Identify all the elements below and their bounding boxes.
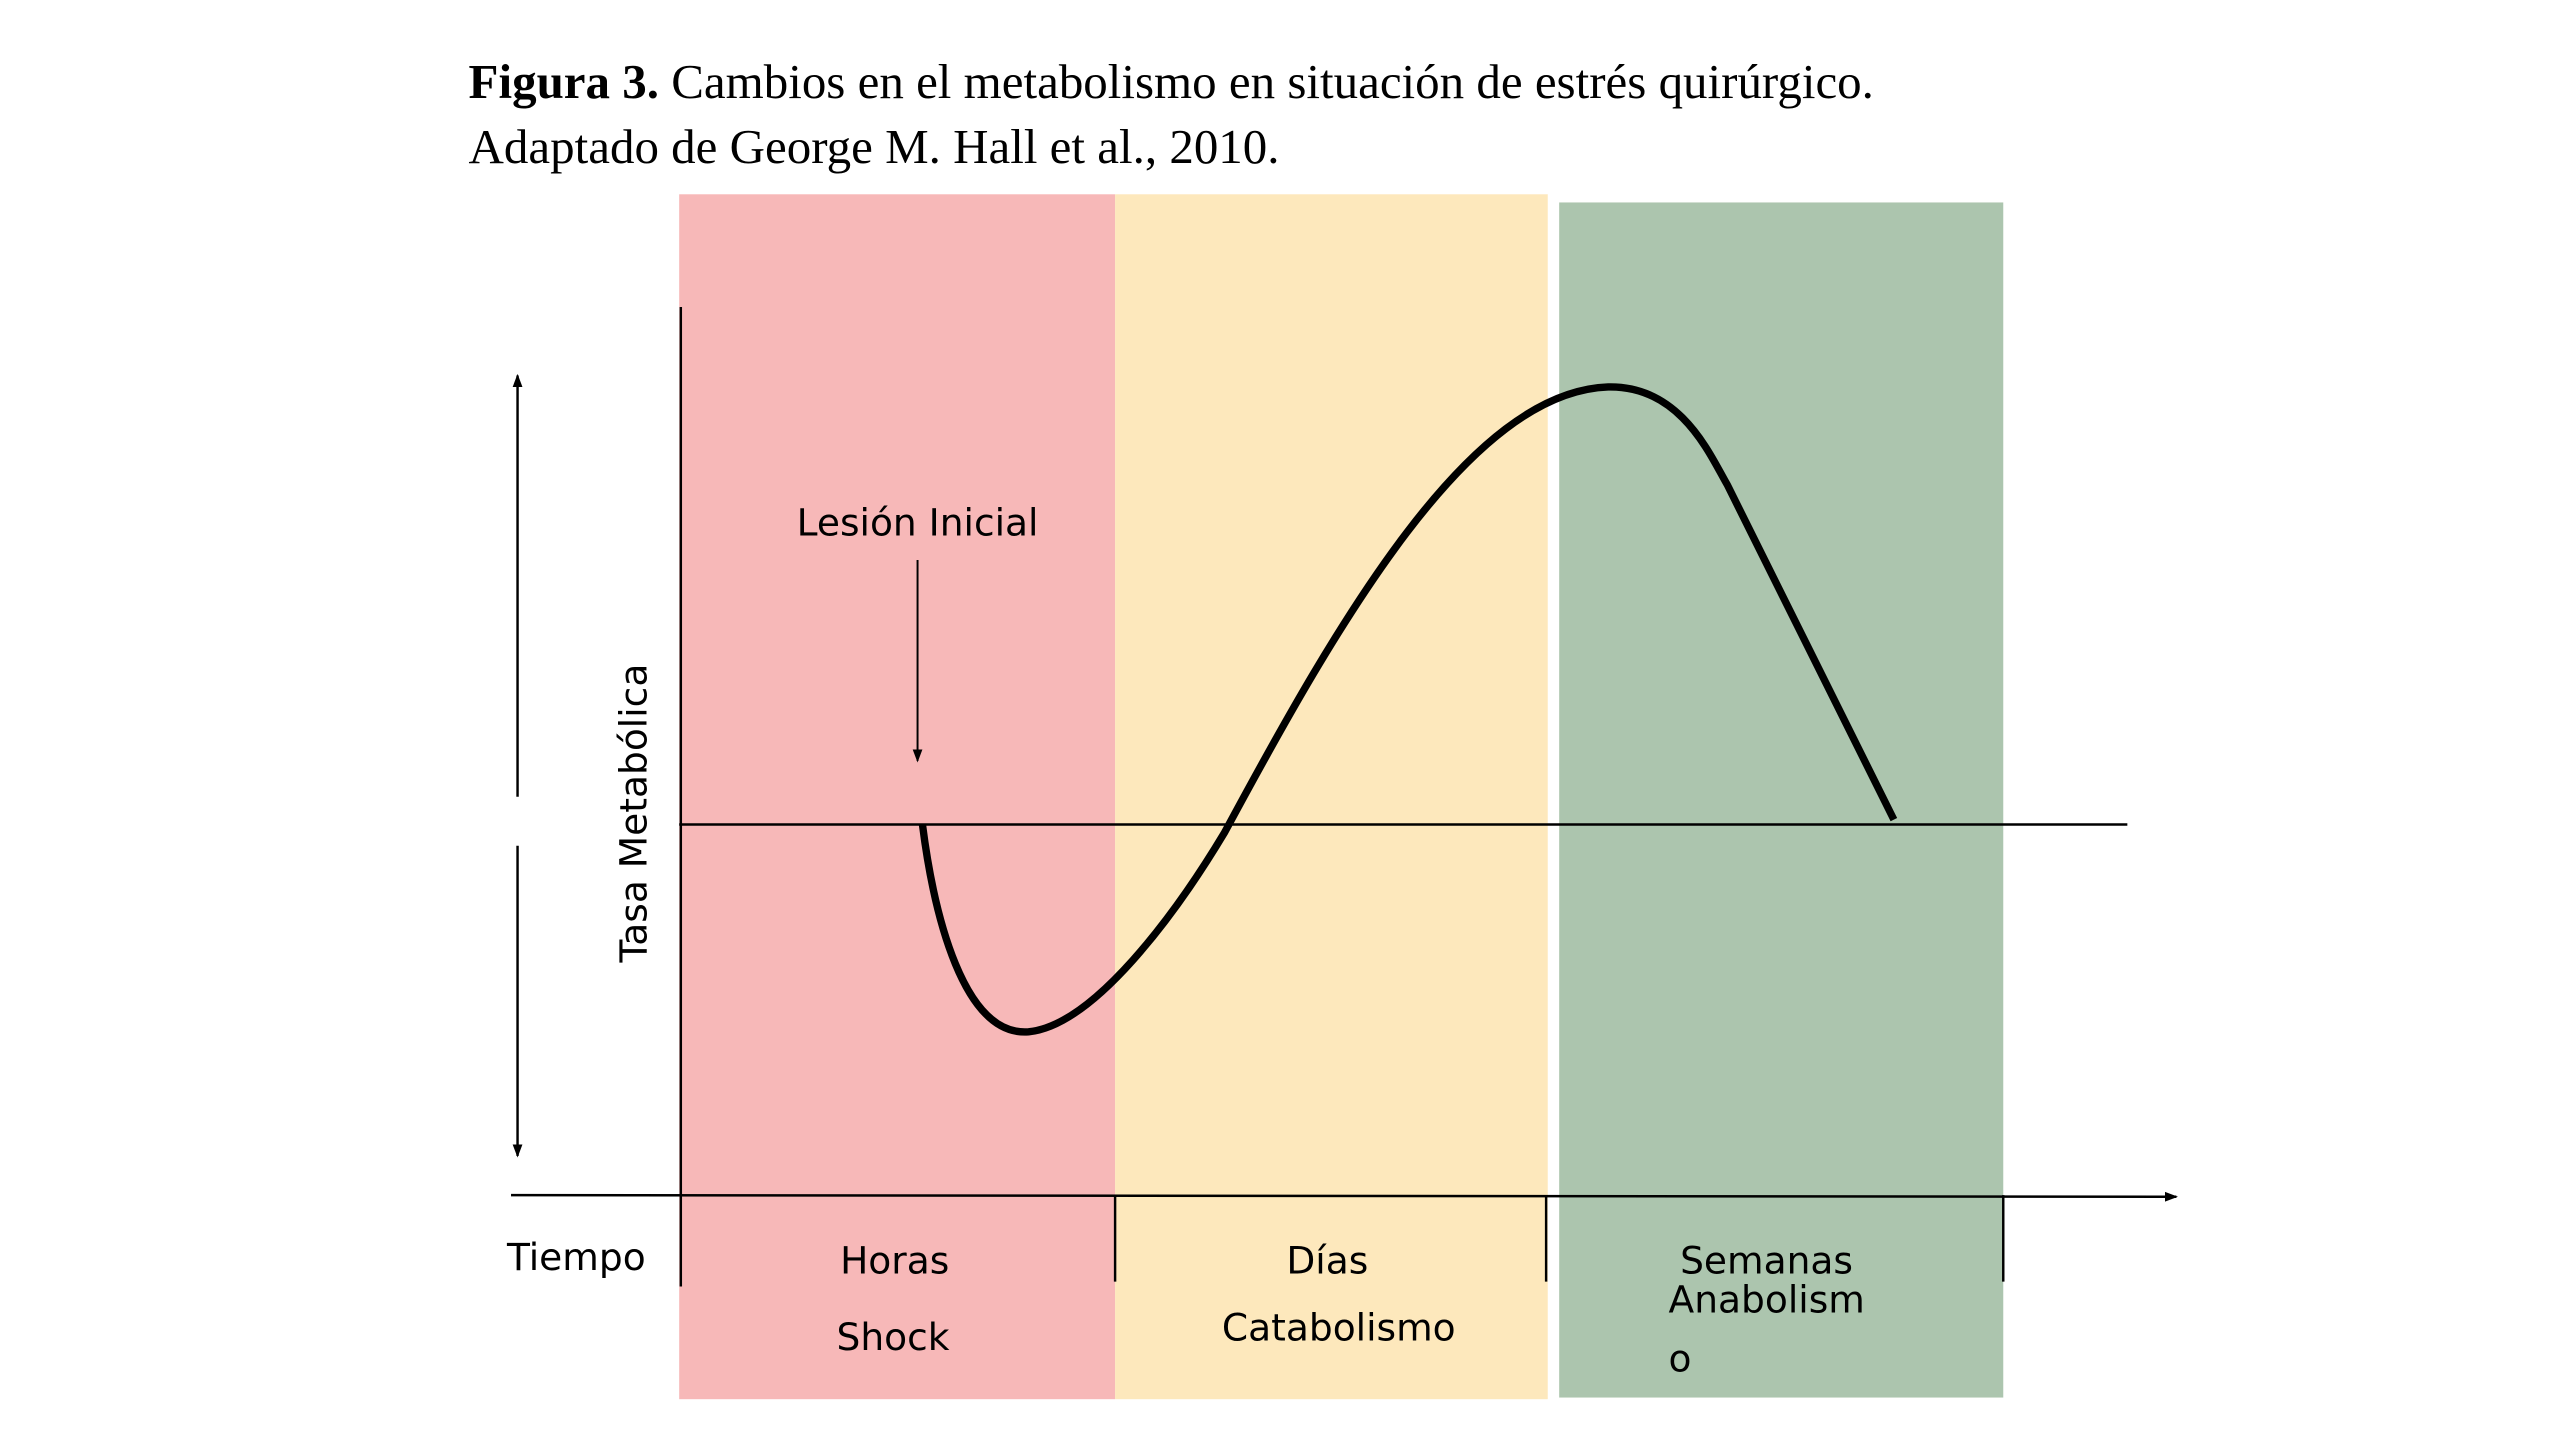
- title-label: Figura 3.: [469, 54, 659, 109]
- x-axis-label: Tiempo: [506, 1235, 646, 1279]
- phase-name: o: [1669, 1336, 1692, 1380]
- phase-band: [679, 194, 1116, 1400]
- phase-band: [1115, 194, 1548, 1400]
- phase-time: Horas: [840, 1238, 949, 1282]
- phase-name: Anabolism: [1669, 1278, 1865, 1322]
- phase-time: Semanas: [1680, 1238, 1853, 1282]
- phase-name: Shock: [837, 1315, 950, 1359]
- figure-title: Figura 3. Cambios en el metabolismo en s…: [469, 54, 1874, 109]
- metabolic-curve: [918, 383, 1898, 1036]
- phase-band: [1559, 202, 2004, 1398]
- title-text: Cambios en el metabolismo en situación d…: [671, 54, 1874, 109]
- time-dividers: [679, 1195, 2005, 1287]
- phase-name: Catabolismo: [1222, 1305, 1456, 1349]
- y-axis-label: Tasa Metabólica: [612, 664, 656, 964]
- subtitle: Adaptado de George M. Hall et al., 2010.: [469, 119, 1280, 174]
- x-axis: [511, 1191, 2178, 1202]
- annotation: Lesión Inicial: [797, 501, 1039, 545]
- phase-time: Días: [1286, 1238, 1368, 1282]
